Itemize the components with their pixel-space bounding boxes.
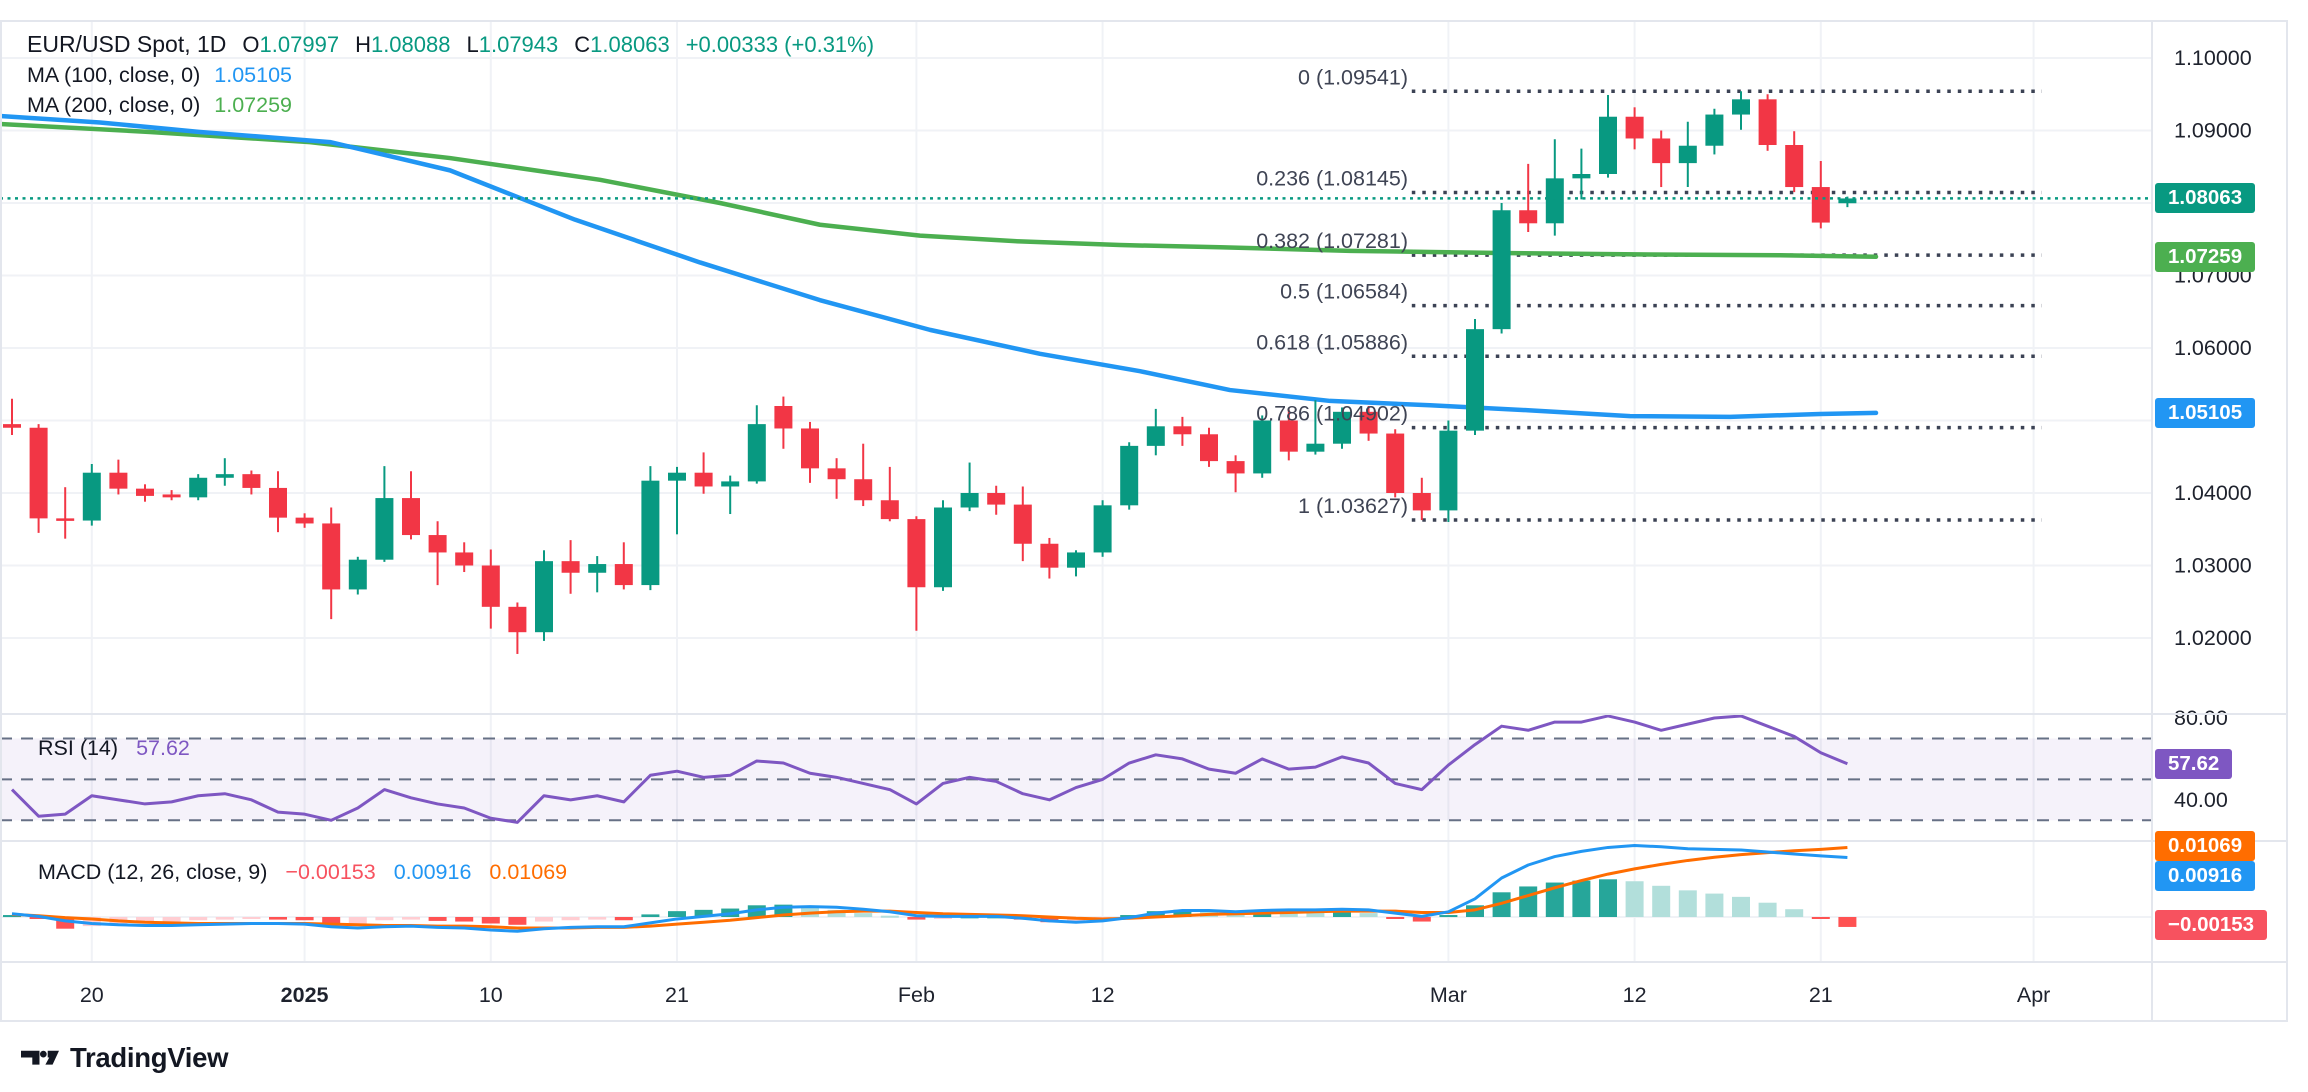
tradingview-logo-icon	[21, 1050, 59, 1065]
svg-text:10: 10	[479, 983, 503, 1007]
svg-text:20: 20	[80, 983, 104, 1007]
svg-text:21: 21	[1809, 983, 1833, 1007]
rsi-band	[0, 737, 2152, 822]
ma-200-badge: 1.07259	[2155, 242, 2256, 272]
macd-hist-badge: −0.00153	[2155, 910, 2268, 940]
svg-text:0.236 (1.08145): 0.236 (1.08145)	[1256, 166, 1408, 190]
svg-text:1.04000: 1.04000	[2174, 481, 2252, 505]
svg-text:1 (1.03627): 1 (1.03627)	[1298, 494, 1408, 518]
ma-100-legend-row[interactable]: MA (100, close, 0) 1.05105	[27, 63, 874, 93]
tradingview-logo-text: TradingView	[70, 1042, 229, 1073]
svg-text:1.02000: 1.02000	[2174, 626, 2252, 650]
macd-line-badge: 0.00916	[2155, 861, 2256, 891]
svg-text:0.786 (1.04902): 0.786 (1.04902)	[1256, 402, 1408, 426]
time-axis[interactable]	[0, 962, 2288, 1021]
ma-lines	[0, 113, 1879, 420]
svg-text:Feb: Feb	[898, 983, 935, 1007]
open-value: O1.07997	[242, 32, 340, 57]
svg-text:40.00: 40.00	[2174, 788, 2228, 812]
candles-layer	[3, 91, 1857, 654]
fib-labels: 0 (1.09541) 0.236 (1.08145) 0.382 (1.07281…	[1256, 65, 1408, 518]
svg-text:21: 21	[665, 983, 689, 1007]
fib-lines	[1411, 89, 2042, 522]
ma-100-line	[0, 113, 1879, 420]
frame-layer	[0, 20, 2288, 1022]
rsi-plot: 80.00 40.00	[10, 706, 2228, 824]
ma-200-legend-row[interactable]: MA (200, close, 0) 1.07259	[27, 93, 874, 123]
rsi-badge: 57.62	[2155, 749, 2233, 779]
close-value: C1.08063	[574, 32, 670, 57]
macd-legend-row[interactable]: MACD (12, 26, close, 9) −0.00153 0.00916…	[38, 860, 567, 885]
tradingview-logo[interactable]: TradingView	[21, 1042, 228, 1074]
macd-signal-line	[11, 846, 1848, 930]
svg-text:12: 12	[1623, 983, 1647, 1007]
svg-text:80.00: 80.00	[2174, 706, 2228, 730]
macd-signal-badge: 0.01069	[2155, 831, 2256, 861]
low-value: L1.07943	[466, 32, 559, 57]
ma-200-line	[0, 121, 1879, 259]
change-value: +0.00333 (+0.31%)	[685, 32, 875, 57]
rsi-value: 57.62	[136, 736, 190, 760]
svg-text:12: 12	[1091, 983, 1115, 1007]
svg-text:Apr: Apr	[2017, 983, 2050, 1007]
symbol-legend-row[interactable]: EUR/USD Spot, 1D O1.07997 H1.08088 L1.07…	[27, 31, 874, 63]
rsi-legend-row[interactable]: RSI (14) 57.62	[38, 736, 190, 761]
svg-text:2025: 2025	[281, 983, 329, 1007]
svg-text:0.5 (1.06584): 0.5 (1.06584)	[1280, 280, 1408, 304]
macd-line	[11, 844, 1848, 933]
rsi-label: RSI (14)	[38, 736, 119, 760]
svg-text:1.09000: 1.09000	[2174, 119, 2252, 143]
high-value: H1.08088	[355, 32, 451, 57]
ma-100-badge: 1.05105	[2155, 398, 2256, 428]
macd-signal-value: 0.01069	[489, 860, 568, 884]
macd-plot	[3, 844, 1857, 933]
svg-text:1.06000: 1.06000	[2174, 336, 2252, 360]
svg-text:0.382 (1.07281): 0.382 (1.07281)	[1256, 229, 1408, 253]
svg-text:1.03000: 1.03000	[2174, 554, 2252, 578]
svg-text:Mar: Mar	[1430, 983, 1467, 1007]
svg-text:1.10000: 1.10000	[2174, 46, 2252, 70]
ma-100-label: MA (100, close, 0)	[27, 63, 201, 87]
macd-hist-value: −0.00153	[285, 860, 376, 884]
svg-text:0 (1.09541): 0 (1.09541)	[1298, 65, 1408, 89]
macd-line-value: 0.00916	[393, 860, 472, 884]
ma-100-value: 1.05105	[214, 63, 292, 87]
symbol-title: EUR/USD Spot, 1D	[27, 31, 227, 57]
macd-label: MACD (12, 26, close, 9)	[38, 860, 268, 884]
ma-200-label: MA (200, close, 0)	[27, 93, 201, 117]
chart-legend: EUR/USD Spot, 1D O1.07997 H1.08088 L1.07…	[27, 31, 874, 123]
ma-200-value: 1.07259	[214, 93, 292, 117]
svg-text:0.618 (1.05886): 0.618 (1.05886)	[1256, 330, 1408, 354]
current-price-badge: 1.08063	[2155, 183, 2256, 213]
